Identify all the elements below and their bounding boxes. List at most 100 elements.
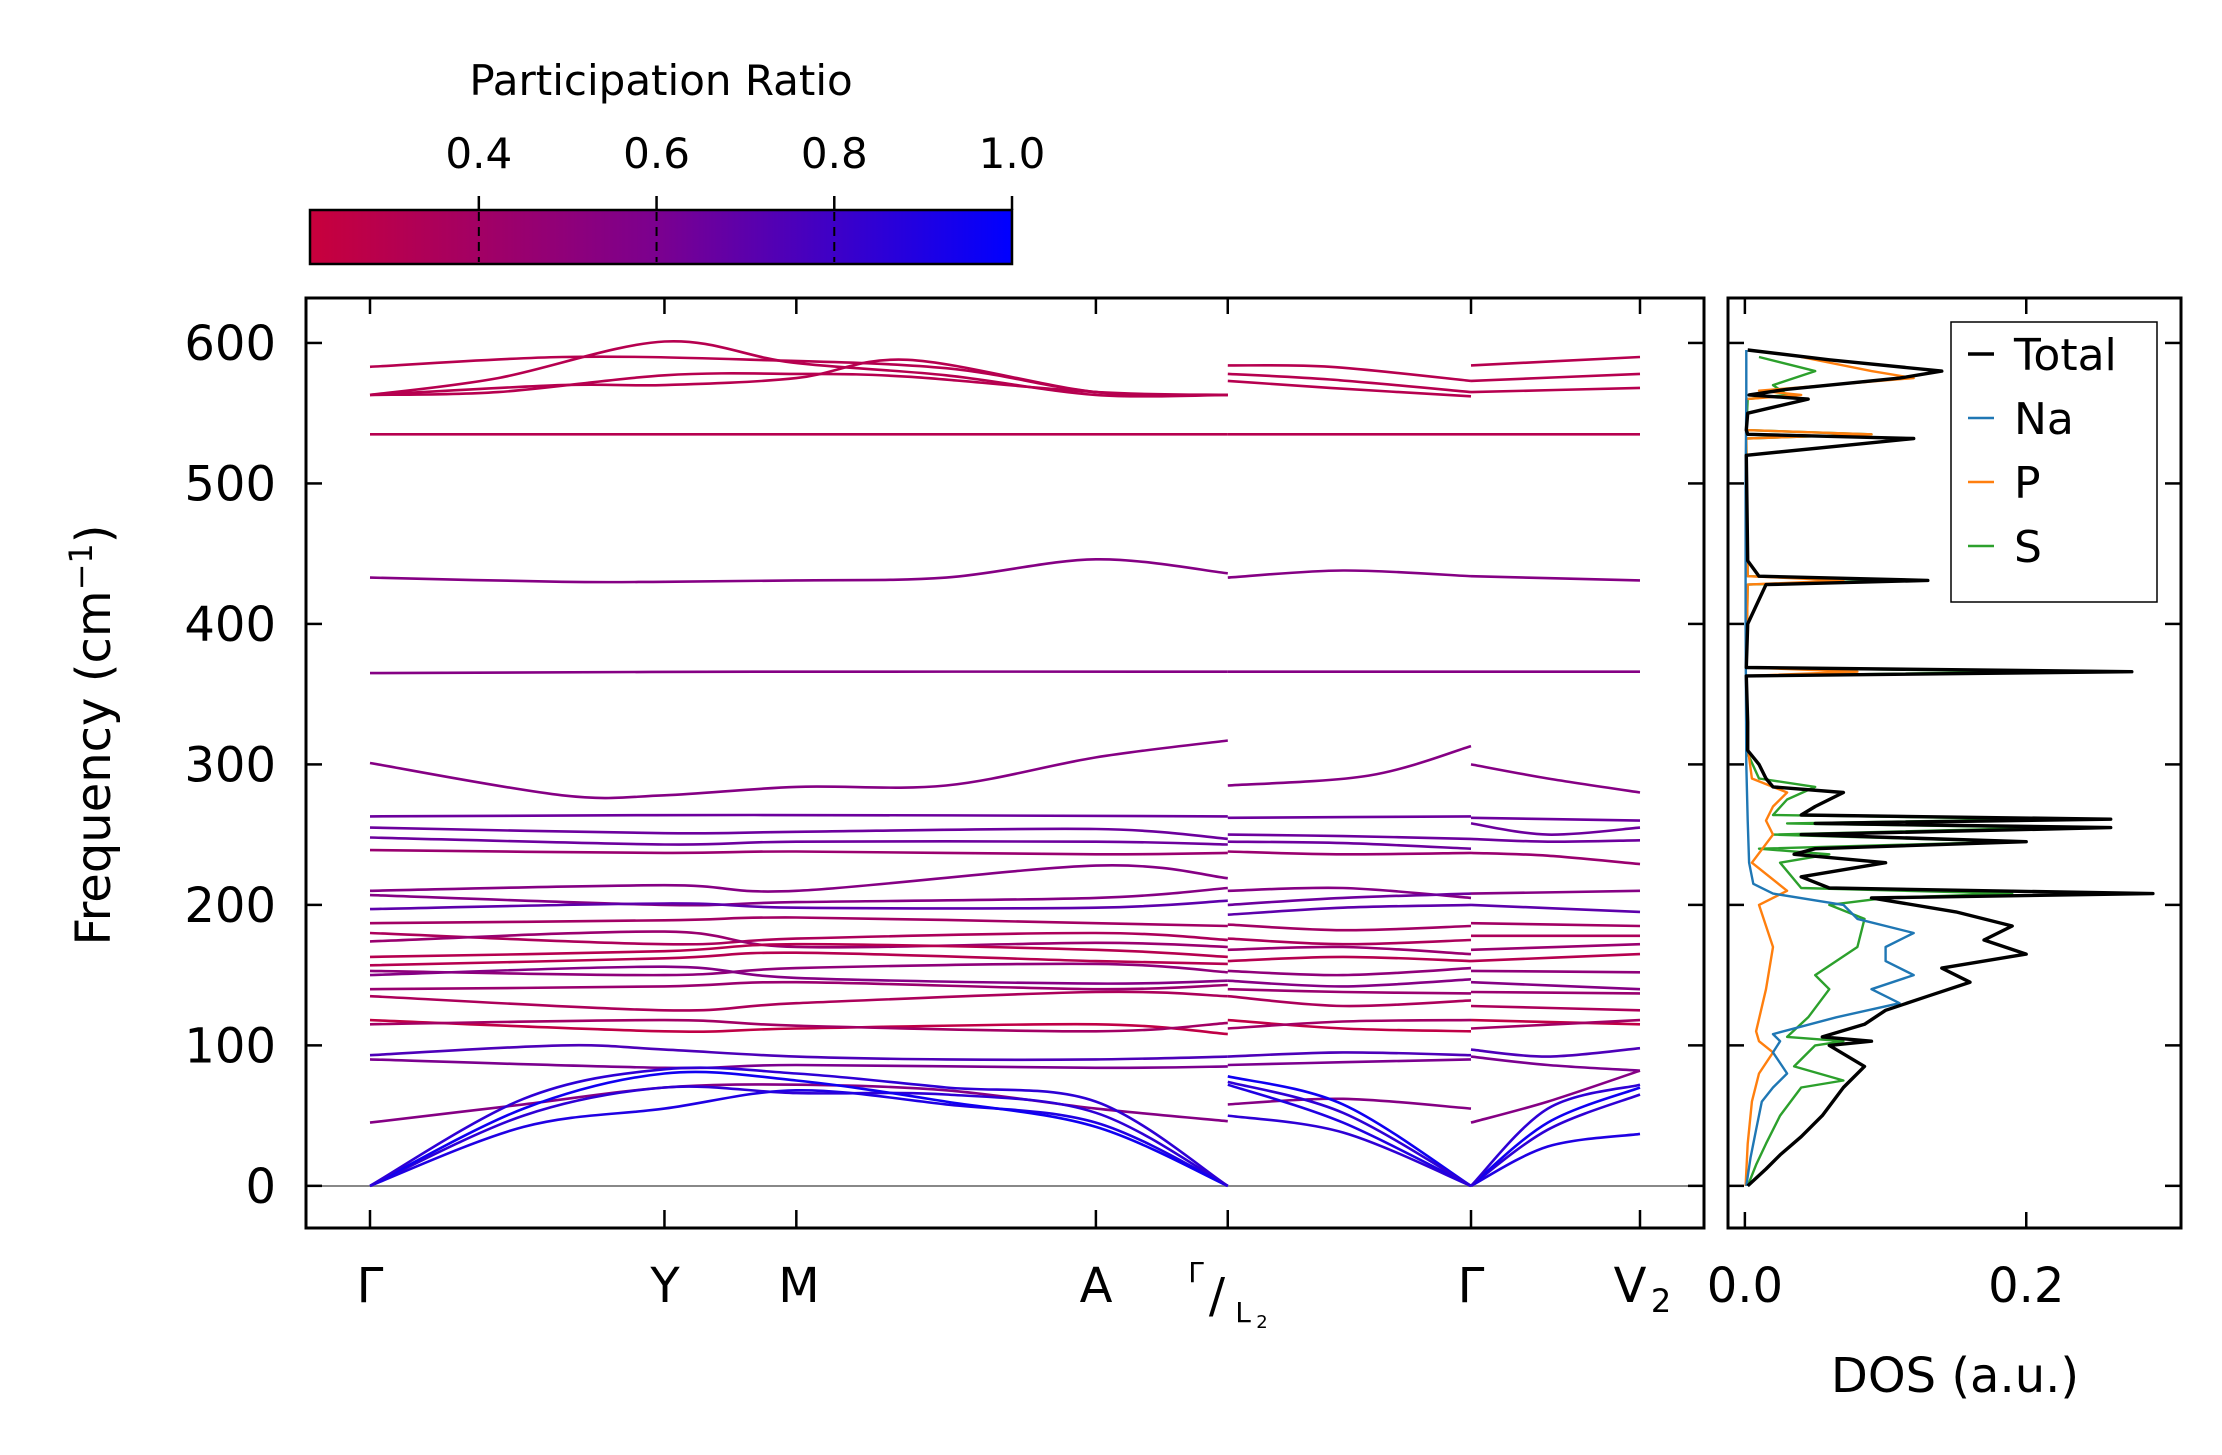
- band-structure-panel: 0 100 200 300 400 500 600 Frequency (cm−1) Γ Y…: [62, 296, 1706, 1333]
- phonon-band-mode-20: [369, 951, 1228, 967]
- phonon-band-mode-09: [369, 813, 1228, 818]
- kpoint-label-gamma-2: Γ: [1458, 1258, 1485, 1314]
- phonon-band-s2-26: [1227, 1058, 1472, 1067]
- phonon-band-s3-21: [1470, 1004, 1641, 1012]
- y-tick-label: 600: [184, 316, 276, 372]
- phonon-band-s2-25: [1227, 1051, 1472, 1058]
- phonon-band-s3-07: [1470, 763, 1641, 794]
- phonon-band-s3-13: [1470, 903, 1641, 914]
- phonon-band-s2-02: [1227, 372, 1472, 394]
- phonon-band-mode-32: [369, 1070, 1229, 1188]
- phonon-band-s2-08: [1227, 815, 1472, 820]
- phonon-band-mode-12: [369, 848, 1228, 856]
- phonon-band-s3-14: [1470, 921, 1641, 928]
- phonon-band-s3-30: [1470, 1083, 1641, 1187]
- phonon-band-mode-30: [369, 1085, 1229, 1188]
- dos-panel: 0.0 0.2 DOS (a.u.) Total Na PS: [1707, 296, 2183, 1404]
- phonon-band-s3-29: [1470, 1086, 1641, 1187]
- phonon-band-mode-19: [369, 942, 1228, 959]
- phonon-band-s3-28: [1470, 1132, 1641, 1188]
- phonon-band-mode-13: [369, 864, 1228, 893]
- dos-line-p: [1744, 355, 1915, 1186]
- phonon-band-s2-31: [1227, 1080, 1472, 1188]
- phonon-band-s2-03: [1227, 379, 1472, 398]
- phonon-band-s3-09: [1470, 822, 1641, 836]
- phonon-band-s3-26: [1470, 1069, 1641, 1124]
- phonon-band-s3-08: [1470, 816, 1641, 822]
- colorbar-tick-label: 0.6: [623, 129, 690, 178]
- phonon-band-s3-12: [1470, 889, 1641, 895]
- phonon-band-mode-21: [369, 962, 1228, 977]
- legend-box: [1950, 321, 2158, 603]
- y-tick-label: 0: [245, 1159, 276, 1215]
- dos-x-axis-title: DOS (a.u.): [1831, 1348, 2079, 1404]
- y-tick-label: 300: [184, 737, 276, 793]
- phonon-band-mode-27: [369, 1043, 1228, 1062]
- kpoint-label-a: A: [1080, 1258, 1113, 1314]
- phonon-band-s2-20: [1227, 978, 1472, 988]
- phonon-band-mode-08: [369, 739, 1228, 800]
- kpoint-label-m: M: [778, 1258, 819, 1314]
- phonon-band-mode-14: [369, 886, 1228, 907]
- phonon-band-s3-24: [1470, 1046, 1641, 1058]
- dos-x-tick-label: 0.0: [1707, 1258, 1783, 1314]
- phonon-band-s3-11: [1470, 851, 1641, 866]
- y-tick-label: 100: [184, 1018, 276, 1074]
- phonon-band-mode-31: [369, 1088, 1229, 1188]
- phonon-band-mode-06: [369, 557, 1228, 584]
- phonon-band-s3-22: [1470, 1018, 1641, 1026]
- phonon-band-mode-18: [369, 930, 1228, 949]
- phonon-band-mode-22: [369, 965, 1228, 985]
- phonon-band-s2-13: [1227, 892, 1472, 907]
- dos-plot-frame: [1726, 296, 2183, 1230]
- y-tick-label: 400: [184, 597, 276, 653]
- phonon-band-mode-28: [369, 1058, 1228, 1070]
- phonon-band-s3-03: [1470, 386, 1641, 394]
- kpoint-label-break-left: Γ: [1188, 1256, 1204, 1289]
- legend-label-p: P: [2014, 458, 2041, 509]
- phonon-band-mode-33: [369, 1066, 1229, 1188]
- phonon-band-s2-15: [1227, 923, 1472, 932]
- colorbar: Participation Ratio 0.4 0.6 0.8 1.0: [308, 56, 1046, 266]
- phonon-band-s2-28: [1227, 1114, 1472, 1188]
- y-tick-label: 500: [184, 456, 276, 512]
- legend-label-s: S: [2014, 522, 2042, 573]
- phonon-band-s2-05: [1227, 569, 1472, 579]
- kpoint-label-break-slash: /: [1209, 1268, 1226, 1324]
- phonon-band-s3-02: [1470, 372, 1641, 383]
- phonon-band-mode-15: [369, 899, 1228, 911]
- phonon-band-mode-07: [369, 670, 1228, 675]
- colorbar-gradient: [308, 208, 1014, 266]
- phonon-band-mode-24: [369, 990, 1228, 1012]
- dos-line-na: [1744, 350, 1915, 1187]
- phonon-band-s3-19: [1470, 980, 1641, 991]
- phonon-band-s2-21: [1227, 987, 1472, 995]
- phonon-band-mode-25: [369, 1018, 1228, 1036]
- phonon-band-mode-10: [369, 826, 1228, 841]
- phonon-band-mode-29: [369, 1083, 1228, 1124]
- phonon-band-s2-30: [1227, 1075, 1472, 1187]
- kpoint-label-break-right: L: [1235, 1296, 1251, 1329]
- legend-label-na: Na: [2014, 394, 2074, 445]
- y-tick-label: 200: [184, 878, 276, 934]
- phonon-band-s2-18: [1227, 955, 1472, 963]
- kpoint-label-y: Y: [649, 1258, 680, 1314]
- phonon-band-s3-25: [1470, 1055, 1641, 1072]
- kpoint-label-break-right-sub: 2: [1256, 1312, 1267, 1333]
- phonon-band-s3-16: [1470, 942, 1641, 952]
- phonon-band-s3-27: [1470, 1093, 1641, 1187]
- dos-legend: Total Na PS: [1950, 321, 2158, 603]
- phonon-band-mode-23: [369, 980, 1228, 991]
- phonon-band-mode-26: [369, 1018, 1228, 1033]
- colorbar-tick-label: 1.0: [979, 129, 1046, 178]
- phonon-band-s2-09: [1227, 833, 1472, 841]
- phonon-band-s2-10: [1227, 840, 1472, 850]
- phonon-band-mode-02: [369, 339, 1228, 398]
- phonon-band-s2-07: [1227, 744, 1472, 787]
- phonon-band-mode-16: [369, 916, 1228, 928]
- band-plot-frame: [304, 296, 1706, 1230]
- kpoint-label-gamma: Γ: [357, 1258, 384, 1314]
- phonon-band-s2-14: [1227, 903, 1472, 916]
- phonon-band-s2-19: [1227, 966, 1472, 977]
- phonon-band-s2-01: [1227, 363, 1472, 383]
